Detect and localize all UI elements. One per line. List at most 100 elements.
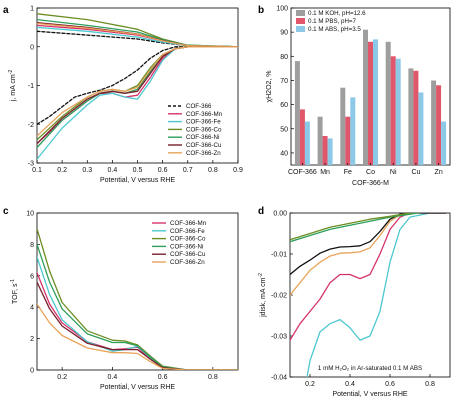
- x-tick-label-b-5: Cu: [411, 169, 420, 176]
- bar-3-1: [368, 41, 373, 165]
- chart-panel-c: 0.2 0.4 0.6 0.8 0 2 4 6 8 10 Potential, V versus R…: [10, 211, 239, 391]
- legend-a-label-6: COF-366-Zn: [186, 150, 221, 157]
- x-tick-label-b-3: Co: [366, 169, 375, 176]
- x-tick-label-d-2: 0.6: [385, 381, 395, 388]
- panel-label-d: d: [258, 206, 264, 217]
- bar-2-2: [350, 97, 356, 165]
- x-tick-label-a-2: 0.3: [82, 167, 92, 174]
- y-tick-label-b-5: 90: [280, 30, 288, 37]
- x-tick-label-d-1: 0.4: [345, 381, 355, 388]
- x-tick-label-a-6: 0.7: [183, 167, 193, 174]
- legend-c-label-0: COF-366-Mn: [170, 220, 207, 227]
- bar-2-1: [345, 116, 351, 165]
- y-tick-label-c-1: 2: [30, 336, 34, 343]
- bar-1-1: [322, 136, 328, 165]
- legend-b-label-0: 0.1 M KOH, pH=12.6: [308, 10, 366, 17]
- bar-1-0: [317, 116, 323, 165]
- legend-a-label-5: COF-366-Cu: [186, 142, 222, 149]
- y-tick-label-a-1: -2: [28, 122, 34, 129]
- chart-panel-d: 0.2 0.4 0.6 0.8 0.00 -0.01 -0.02 -0.03 -0.04 Pote…: [258, 211, 451, 398]
- x-axis-label-b: COF-366-M: [352, 180, 389, 187]
- legend-a-label-2: COF-366-Fe: [186, 119, 221, 126]
- bar-0-0: [294, 61, 300, 165]
- y-tick-label-d-1: -0.01: [271, 252, 287, 259]
- x-tick-label-a-1: 0.2: [57, 167, 67, 174]
- legend-c-label-2: COF-366-Co: [170, 236, 206, 243]
- y-tick-label-b-1: 50: [280, 126, 288, 133]
- y-tick-label-d-4: -0.04: [271, 375, 287, 382]
- legend-a-label-1: COF-366-Mn: [186, 111, 223, 118]
- legend-a-label-0: COF-366: [186, 103, 212, 110]
- y-tick-label-d-2: -0.02: [271, 293, 287, 300]
- bar-1-2: [327, 138, 333, 165]
- chart-panel-a: 0.1 0.2 0.3 0.4 0.5 0.6 0.7 0.8 0.9 -3 -2 -1 0 1 Poten…: [8, 6, 243, 185]
- legend-b-label-2: 0.1 M ABS, pH=3.5: [308, 26, 361, 33]
- x-tick-label-b-6: Zn: [435, 169, 443, 176]
- legend-a-label-4: COF-366-Ni: [186, 134, 219, 141]
- x-tick-label-b-4: Ni: [390, 169, 397, 176]
- panel-label-c: c: [3, 206, 9, 217]
- series-line-d-4: [290, 213, 422, 243]
- bar-3-0: [363, 29, 368, 166]
- legend-c-label-5: COF-366-Zn: [170, 259, 205, 266]
- series-upper-a-1: [37, 24, 238, 48]
- y-tick-label-d-0: 0.00: [273, 211, 287, 218]
- x-tick-label-d-0: 0.2: [305, 381, 315, 388]
- x-axis-label-d: Potential, V versus RHE: [332, 391, 407, 398]
- series-line-c-5: [37, 303, 238, 370]
- x-tick-label-c-3: 0.8: [208, 374, 218, 381]
- x-tick-label-a-5: 0.6: [158, 167, 168, 174]
- bar-0-1: [299, 109, 305, 165]
- series-line-a-0: [37, 46, 238, 125]
- y-tick-label-c-2: 4: [30, 305, 34, 312]
- bar-5-1: [413, 70, 419, 165]
- y-axis-label-b: χH2O2, %: [266, 70, 273, 102]
- y-tick-label-b-6: 100: [276, 6, 288, 13]
- x-tick-label-c-2: 0.6: [158, 374, 168, 381]
- series-upper-a-2: [37, 26, 238, 48]
- x-tick-label-a-3: 0.4: [108, 167, 118, 174]
- x-tick-label-a-4: 0.5: [133, 167, 143, 174]
- bar-4-1: [390, 56, 396, 165]
- x-axis-label-c: Potential, V versus RHE: [100, 384, 175, 391]
- legend-c-label-1: COF-366-Fe: [170, 228, 205, 235]
- x-tick-label-b-1: Mn: [320, 169, 330, 176]
- panel-label-a: a: [3, 5, 9, 16]
- y-tick-label-a-3: 0: [30, 44, 34, 51]
- x-tick-label-b-0: COF-366: [288, 169, 317, 176]
- x-tick-label-a-8: 0.9: [233, 167, 243, 174]
- y-tick-label-c-5: 10: [26, 211, 34, 218]
- bar-2-0: [340, 87, 346, 165]
- series-line-d-1: [290, 213, 447, 341]
- y-tick-label-c-4: 8: [30, 242, 34, 249]
- series-line-d-2: [290, 213, 447, 296]
- series-line-a-6: [37, 46, 238, 137]
- x-tick-label-a-7: 0.8: [208, 167, 218, 174]
- y-tick-label-d-3: -0.03: [271, 334, 287, 341]
- bar-6-0: [431, 80, 437, 165]
- x-tick-label-c-1: 0.4: [108, 374, 118, 381]
- x-tick-label-d-3: 0.8: [425, 381, 435, 388]
- series-line-c-0: [37, 272, 238, 370]
- x-tick-label-c-0: 0.2: [57, 374, 67, 381]
- y-tick-label-b-2: 60: [280, 102, 288, 109]
- bar-4-0: [385, 41, 391, 165]
- y-axis-label-c: TOF, s-1: [10, 279, 19, 304]
- y-tick-label-b-3: 70: [280, 78, 288, 85]
- x-tick-label-b-2: Fe: [344, 169, 352, 176]
- bar-5-0: [408, 68, 414, 165]
- legend-b-label-1: 0.1 M PBS, pH=7: [308, 18, 357, 25]
- legend-a-label-3: COF-366-Co: [186, 126, 222, 133]
- plot-frame-c: [36, 212, 239, 371]
- y-tick-label-a-0: -3: [28, 161, 34, 168]
- y-axis-label-d: jdisk, mA cm-2: [258, 273, 267, 318]
- series-line-c-2: [37, 228, 238, 370]
- y-axis-label-a: j, mA cm-2: [8, 70, 17, 103]
- x-tick-label-a-0: 0.1: [32, 167, 42, 174]
- bar-4-2: [395, 58, 401, 166]
- bar-5-2: [418, 92, 424, 165]
- legend-c-label-4: COF-366-Cu: [170, 251, 206, 258]
- y-tick-label-b-4: 80: [280, 54, 288, 61]
- x-axis-label-a: Potential, V versus RHE: [100, 177, 175, 184]
